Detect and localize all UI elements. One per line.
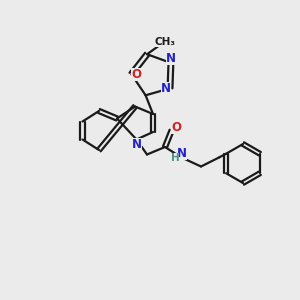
Text: N: N — [160, 82, 170, 95]
Text: CH₃: CH₃ — [154, 37, 176, 47]
Text: N: N — [132, 138, 142, 152]
Text: O: O — [131, 68, 141, 81]
Text: H: H — [170, 153, 179, 163]
Text: N: N — [177, 147, 187, 160]
Text: O: O — [171, 121, 182, 134]
Text: N: N — [166, 52, 176, 65]
